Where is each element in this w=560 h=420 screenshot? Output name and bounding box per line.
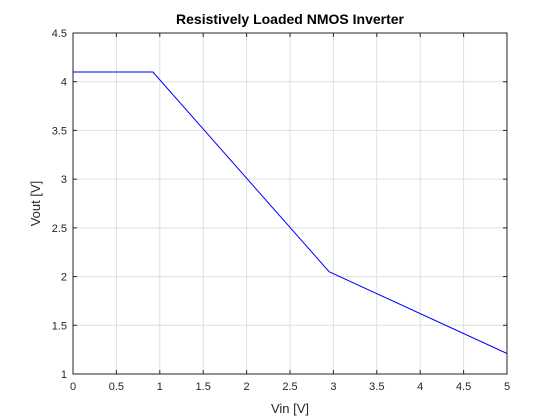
x-tick-label: 0.5 — [109, 381, 124, 393]
y-tick-label: 2 — [61, 272, 67, 284]
x-tick-label: 0 — [70, 381, 76, 393]
y-tick-label: 1.5 — [52, 320, 67, 332]
y-tick-label: 1 — [61, 369, 67, 381]
chart-title: Resistively Loaded NMOS Inverter — [176, 11, 405, 27]
x-tick-label: 3.5 — [369, 381, 384, 393]
x-tick-label: 5 — [504, 381, 510, 393]
y-tick-label: 3 — [61, 174, 67, 186]
x-tick-label: 3 — [330, 381, 336, 393]
y-tick-label: 2.5 — [52, 223, 67, 235]
x-tick-label: 1 — [157, 381, 163, 393]
x-tick-label: 2 — [244, 381, 250, 393]
y-tick-label: 4 — [61, 77, 67, 89]
y-axis-label: Vout [V] — [28, 181, 43, 227]
x-tick-label: 4 — [417, 381, 423, 393]
y-tick-label: 4.5 — [52, 28, 67, 40]
x-tick-label: 4.5 — [456, 381, 471, 393]
x-axis-label: Vin [V] — [271, 401, 309, 416]
x-tick-label: 2.5 — [282, 381, 297, 393]
x-tick-label: 1.5 — [196, 381, 211, 393]
y-tick-label: 3.5 — [52, 125, 67, 137]
